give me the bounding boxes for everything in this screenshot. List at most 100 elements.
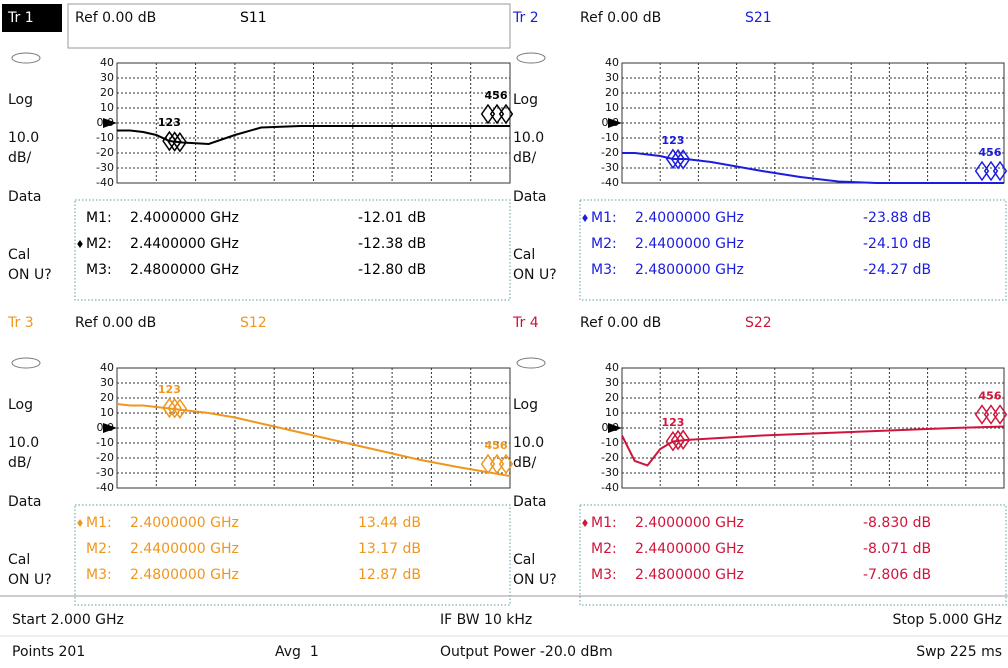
- active-marker-indicator: [77, 519, 83, 527]
- marker-frequency: 2.4000000 GHz: [635, 515, 744, 531]
- marker-name: M3:: [86, 567, 112, 583]
- marker-group-label: 456: [485, 439, 508, 452]
- y-tick-label: 40: [100, 361, 114, 374]
- marker-symbol: [670, 148, 686, 170]
- status-ifbw: IF BW 10 kHz: [440, 612, 532, 628]
- marker-symbol-offscreen: [498, 453, 514, 475]
- y-tick-label: -40: [601, 176, 619, 189]
- y-tick-label: -40: [601, 481, 619, 494]
- ref-label: Ref 0.00 dB: [75, 10, 156, 26]
- y-tick-label: 10: [100, 406, 114, 419]
- rotate-icon: [516, 52, 546, 64]
- marker-value: -12.80 dB: [358, 262, 426, 278]
- y-tick-label: 30: [605, 376, 619, 389]
- trace-title: S11: [240, 10, 267, 26]
- y-tick-label: 20: [605, 86, 619, 99]
- marker-symbol: [670, 429, 686, 451]
- ref-arrow: [103, 423, 117, 433]
- side-label: ON U?: [8, 572, 52, 588]
- marker-group-label: 456: [979, 146, 1002, 159]
- status-sweep: Swp 225 ms: [916, 644, 1002, 660]
- active-trace-box: [2, 4, 62, 32]
- trace-title: S22: [745, 315, 772, 331]
- y-tick-label: -30: [601, 466, 619, 479]
- marker-value: -24.10 dB: [863, 236, 931, 252]
- marker-name: M2:: [86, 236, 112, 252]
- marker-name: M2:: [86, 541, 112, 557]
- status-points: Points 201: [12, 644, 85, 660]
- status-avg: Avg 1: [275, 644, 319, 660]
- active-marker-indicator: [582, 519, 588, 527]
- marker-frequency: 2.4000000 GHz: [130, 210, 239, 226]
- y-tick-label: -10: [96, 131, 114, 144]
- y-tick-label: -20: [601, 146, 619, 159]
- marker-group-label: 123: [158, 116, 181, 129]
- side-label: Log: [8, 397, 33, 413]
- y-tick-label: -40: [96, 481, 114, 494]
- side-label: Data: [8, 189, 41, 205]
- marker-name: M1:: [591, 515, 617, 531]
- marker-name: M3:: [591, 262, 617, 278]
- trace-line: [116, 403, 511, 477]
- marker-symbol: [675, 429, 691, 451]
- marker-value: 13.44 dB: [358, 515, 421, 531]
- marker-symbol-offscreen: [992, 404, 1008, 425]
- marker-value: -8.830 dB: [863, 515, 931, 531]
- y-tick-label: 20: [605, 391, 619, 404]
- y-tick-label: 20: [100, 391, 114, 404]
- ref-label: Ref 0.00 dB: [75, 315, 156, 331]
- side-label: Cal: [8, 247, 30, 263]
- y-tick-label: -20: [96, 146, 114, 159]
- side-label: Log: [513, 397, 538, 413]
- trace-label: Tr 4: [512, 315, 539, 331]
- y-tick-label: -40: [96, 176, 114, 189]
- trace-line: [622, 152, 1004, 184]
- marker-frequency: 2.4400000 GHz: [635, 236, 744, 252]
- marker-symbol: [167, 131, 182, 152]
- y-tick-label: 10: [605, 101, 619, 114]
- side-label: 10.0: [513, 435, 544, 451]
- side-label: ON U?: [513, 572, 557, 588]
- marker-frequency: 2.4000000 GHz: [635, 210, 744, 226]
- marker-frequency: 2.4400000 GHz: [130, 541, 239, 557]
- marker-group-label: 456: [979, 390, 1002, 403]
- y-tick-label: -30: [96, 161, 114, 174]
- y-tick-label: 40: [100, 56, 114, 69]
- marker-group-label: 456: [485, 89, 508, 102]
- marker-symbol: [172, 398, 188, 420]
- marker-table: [579, 199, 1007, 301]
- marker-name: M2:: [591, 236, 617, 252]
- marker-value: -24.27 dB: [863, 262, 931, 278]
- marker-symbol-offscreen: [992, 160, 1008, 182]
- rotate-icon: [11, 52, 41, 64]
- marker-name: M3:: [86, 262, 112, 278]
- status-start: Start 2.000 GHz: [12, 612, 124, 628]
- marker-symbol: [172, 131, 188, 153]
- trace-label: Tr 3: [7, 315, 34, 331]
- trace-title: S12: [240, 315, 267, 331]
- side-label: ON U?: [513, 267, 557, 283]
- marker-symbol: [167, 397, 182, 419]
- status-stop: Stop 5.000 GHz: [892, 612, 1002, 628]
- marker-frequency: 2.4800000 GHz: [130, 262, 239, 278]
- y-tick-label: -30: [601, 161, 619, 174]
- y-tick-label: 30: [100, 376, 114, 389]
- marker-name: M1:: [86, 210, 112, 226]
- trace-label: Tr 2: [512, 10, 539, 26]
- side-label: Log: [8, 92, 33, 108]
- trace-label: Tr 1: [7, 10, 34, 26]
- marker-group-label: 123: [158, 383, 181, 396]
- y-tick-label: 30: [605, 71, 619, 84]
- side-label: ON U?: [8, 267, 52, 283]
- marker-frequency: 2.4000000 GHz: [130, 515, 239, 531]
- ref-arrow: [608, 423, 622, 433]
- marker-value: 12.87 dB: [358, 567, 421, 583]
- side-label: dB/: [8, 150, 31, 166]
- y-tick-label: 20: [100, 86, 114, 99]
- marker-table: [74, 199, 511, 301]
- y-tick-label: 40: [605, 56, 619, 69]
- y-tick-label: 10: [100, 101, 114, 114]
- trace-line: [117, 125, 510, 146]
- marker-value: -8.071 dB: [863, 541, 931, 557]
- side-label: Log: [513, 92, 538, 108]
